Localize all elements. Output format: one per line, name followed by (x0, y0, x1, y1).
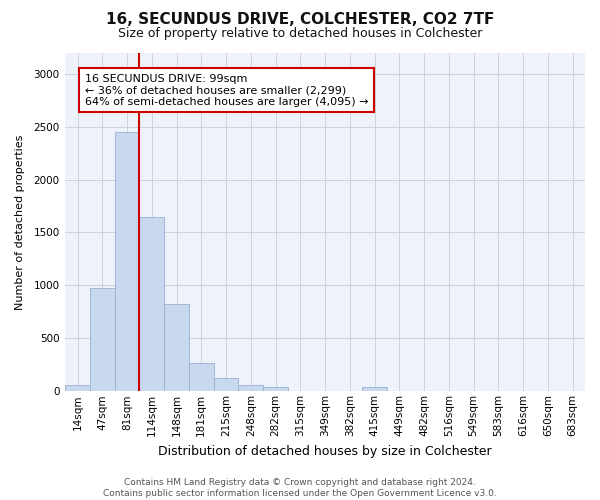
Bar (362, 387, 387, 392)
Bar (164, 304, 189, 392)
Bar (90, 288, 115, 392)
Bar (214, 378, 238, 392)
Bar (115, 132, 139, 392)
Bar (139, 216, 164, 392)
Text: Size of property relative to detached houses in Colchester: Size of property relative to detached ho… (118, 28, 482, 40)
Text: 16 SECUNDUS DRIVE: 99sqm
← 36% of detached houses are smaller (2,299)
64% of sem: 16 SECUNDUS DRIVE: 99sqm ← 36% of detach… (85, 74, 368, 107)
Text: Contains HM Land Registry data © Crown copyright and database right 2024.
Contai: Contains HM Land Registry data © Crown c… (103, 478, 497, 498)
Bar (65, 385, 90, 392)
X-axis label: Distribution of detached houses by size in Colchester: Distribution of detached houses by size … (158, 444, 492, 458)
Bar (238, 386, 263, 392)
Text: 16, SECUNDUS DRIVE, COLCHESTER, CO2 7TF: 16, SECUNDUS DRIVE, COLCHESTER, CO2 7TF (106, 12, 494, 28)
Y-axis label: Number of detached properties: Number of detached properties (15, 134, 25, 310)
Bar (263, 386, 288, 392)
Bar (189, 362, 214, 392)
